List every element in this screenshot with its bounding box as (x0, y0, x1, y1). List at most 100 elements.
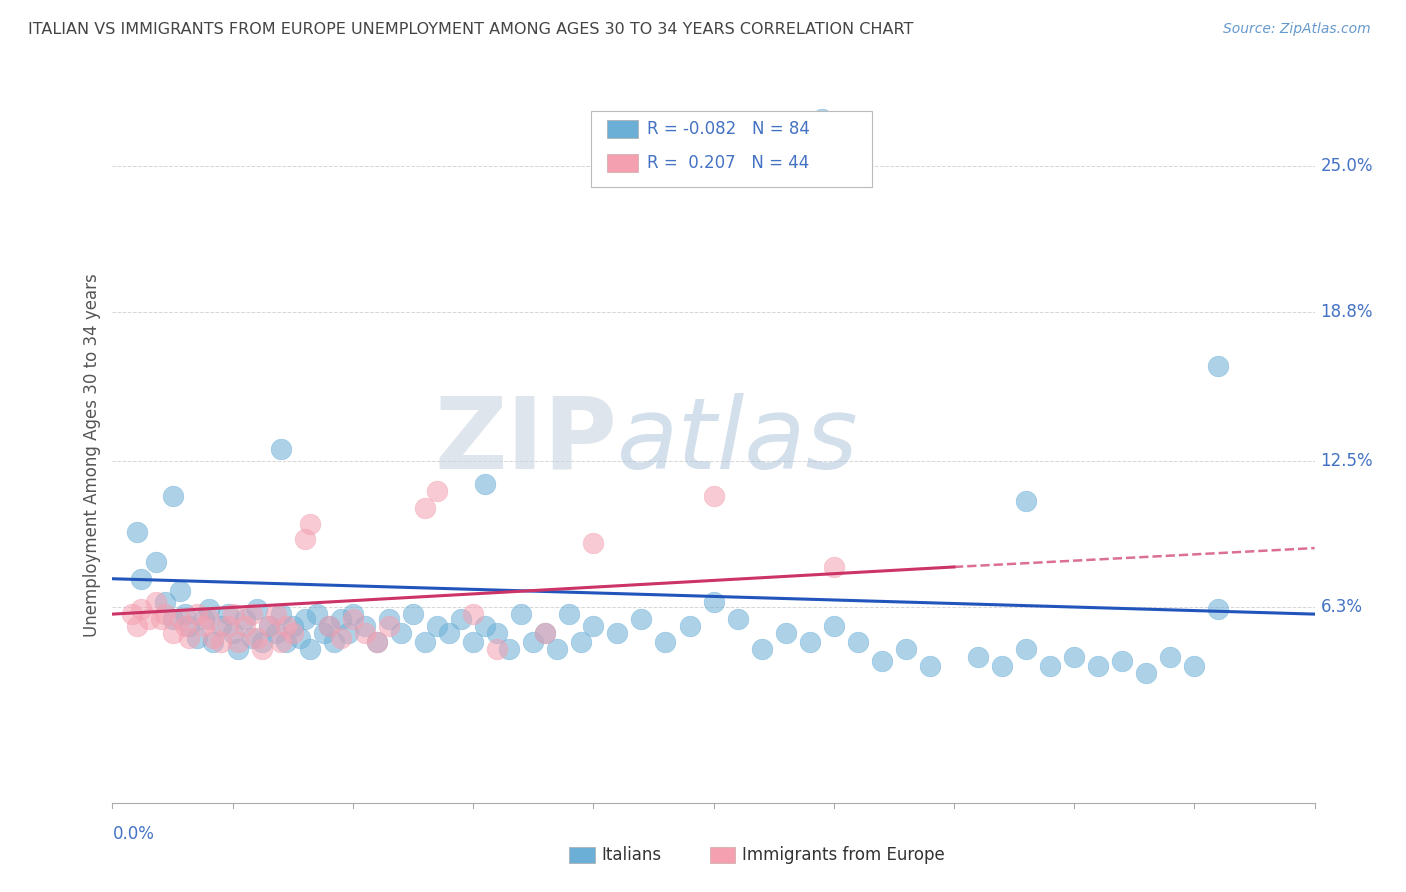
Point (125, 619, 148, 633)
Point (1208, 359, 1230, 374)
Point (264, 607, 287, 621)
Point (870, 654, 893, 668)
Text: ITALIAN VS IMMIGRANTS FROM EUROPE UNEMPLOYMENT AMONG AGES 30 TO 34 YEARS CORRELA: ITALIAN VS IMMIGRANTS FROM EUROPE UNEMPL… (28, 22, 914, 37)
Point (318, 619, 340, 633)
Point (250, 642, 273, 657)
Point (264, 626, 287, 640)
Text: Italians: Italians (602, 846, 662, 863)
Point (366, 635, 388, 649)
Y-axis label: Unemployment Among Ages 30 to 34 years: Unemployment Among Ages 30 to 34 years (83, 273, 101, 637)
Point (179, 619, 201, 633)
Point (810, 112, 832, 126)
Point (217, 607, 239, 621)
Point (1184, 659, 1206, 673)
Point (426, 484, 449, 499)
Point (702, 595, 725, 609)
Text: ZIP: ZIP (434, 392, 617, 490)
Point (169, 583, 191, 598)
Text: atlas: atlas (617, 392, 859, 490)
Point (1111, 654, 1133, 668)
Point (1159, 649, 1181, 664)
Point (162, 612, 184, 626)
Point (250, 635, 273, 649)
Text: R = -0.082   N = 84: R = -0.082 N = 84 (647, 120, 810, 138)
Point (226, 642, 249, 657)
Point (522, 635, 544, 649)
Point (298, 517, 321, 532)
Point (823, 619, 845, 633)
Point (846, 635, 869, 649)
Point (173, 607, 195, 621)
Point (149, 612, 172, 626)
Point (569, 635, 592, 649)
Point (461, 607, 484, 621)
Point (402, 607, 425, 621)
Text: Immigrants from Europe: Immigrants from Europe (742, 846, 945, 863)
Point (437, 626, 460, 640)
Point (582, 619, 605, 633)
Text: 0.0%: 0.0% (112, 825, 155, 843)
Point (312, 626, 335, 640)
Point (131, 602, 153, 616)
Point (281, 619, 304, 633)
Point (288, 631, 311, 645)
Point (186, 607, 208, 621)
Point (281, 626, 304, 640)
Point (145, 555, 167, 569)
Point (378, 612, 401, 626)
Point (1015, 494, 1038, 508)
Point (131, 572, 153, 586)
Point (121, 607, 143, 621)
Point (498, 642, 520, 657)
Text: R =  0.207   N = 44: R = 0.207 N = 44 (647, 154, 808, 172)
Point (202, 631, 225, 645)
Point (967, 649, 990, 664)
Point (426, 619, 449, 633)
Point (193, 612, 215, 626)
Point (179, 631, 201, 645)
Point (246, 602, 269, 616)
Text: 25.0%: 25.0% (1320, 157, 1374, 175)
Point (474, 477, 496, 491)
Point (991, 659, 1014, 673)
Point (630, 612, 652, 626)
Point (1135, 666, 1157, 681)
Point (1208, 602, 1230, 616)
Point (546, 642, 568, 657)
Text: 12.5%: 12.5% (1320, 452, 1374, 470)
Point (1015, 642, 1038, 657)
Point (274, 635, 297, 649)
Point (534, 626, 557, 640)
Point (274, 619, 297, 633)
Point (799, 635, 821, 649)
Point (329, 631, 352, 645)
Point (337, 626, 360, 640)
Point (145, 595, 167, 609)
Point (558, 607, 581, 621)
Point (197, 612, 219, 626)
Point (138, 612, 160, 626)
Point (702, 489, 725, 503)
Point (894, 642, 917, 657)
Point (354, 626, 377, 640)
Text: 6.3%: 6.3% (1320, 598, 1362, 616)
Point (510, 607, 533, 621)
Point (378, 619, 401, 633)
Point (389, 626, 412, 640)
Point (257, 619, 280, 633)
Point (186, 631, 208, 645)
Point (162, 489, 184, 503)
Point (197, 602, 219, 616)
Point (294, 532, 316, 546)
Point (318, 619, 340, 633)
Point (233, 619, 256, 633)
Point (155, 595, 177, 609)
Point (298, 642, 321, 657)
Point (270, 607, 292, 621)
Point (209, 635, 232, 649)
Point (727, 612, 749, 626)
Point (202, 635, 225, 649)
Point (240, 631, 263, 645)
Point (226, 635, 249, 649)
Text: Source: ZipAtlas.com: Source: ZipAtlas.com (1223, 22, 1371, 37)
